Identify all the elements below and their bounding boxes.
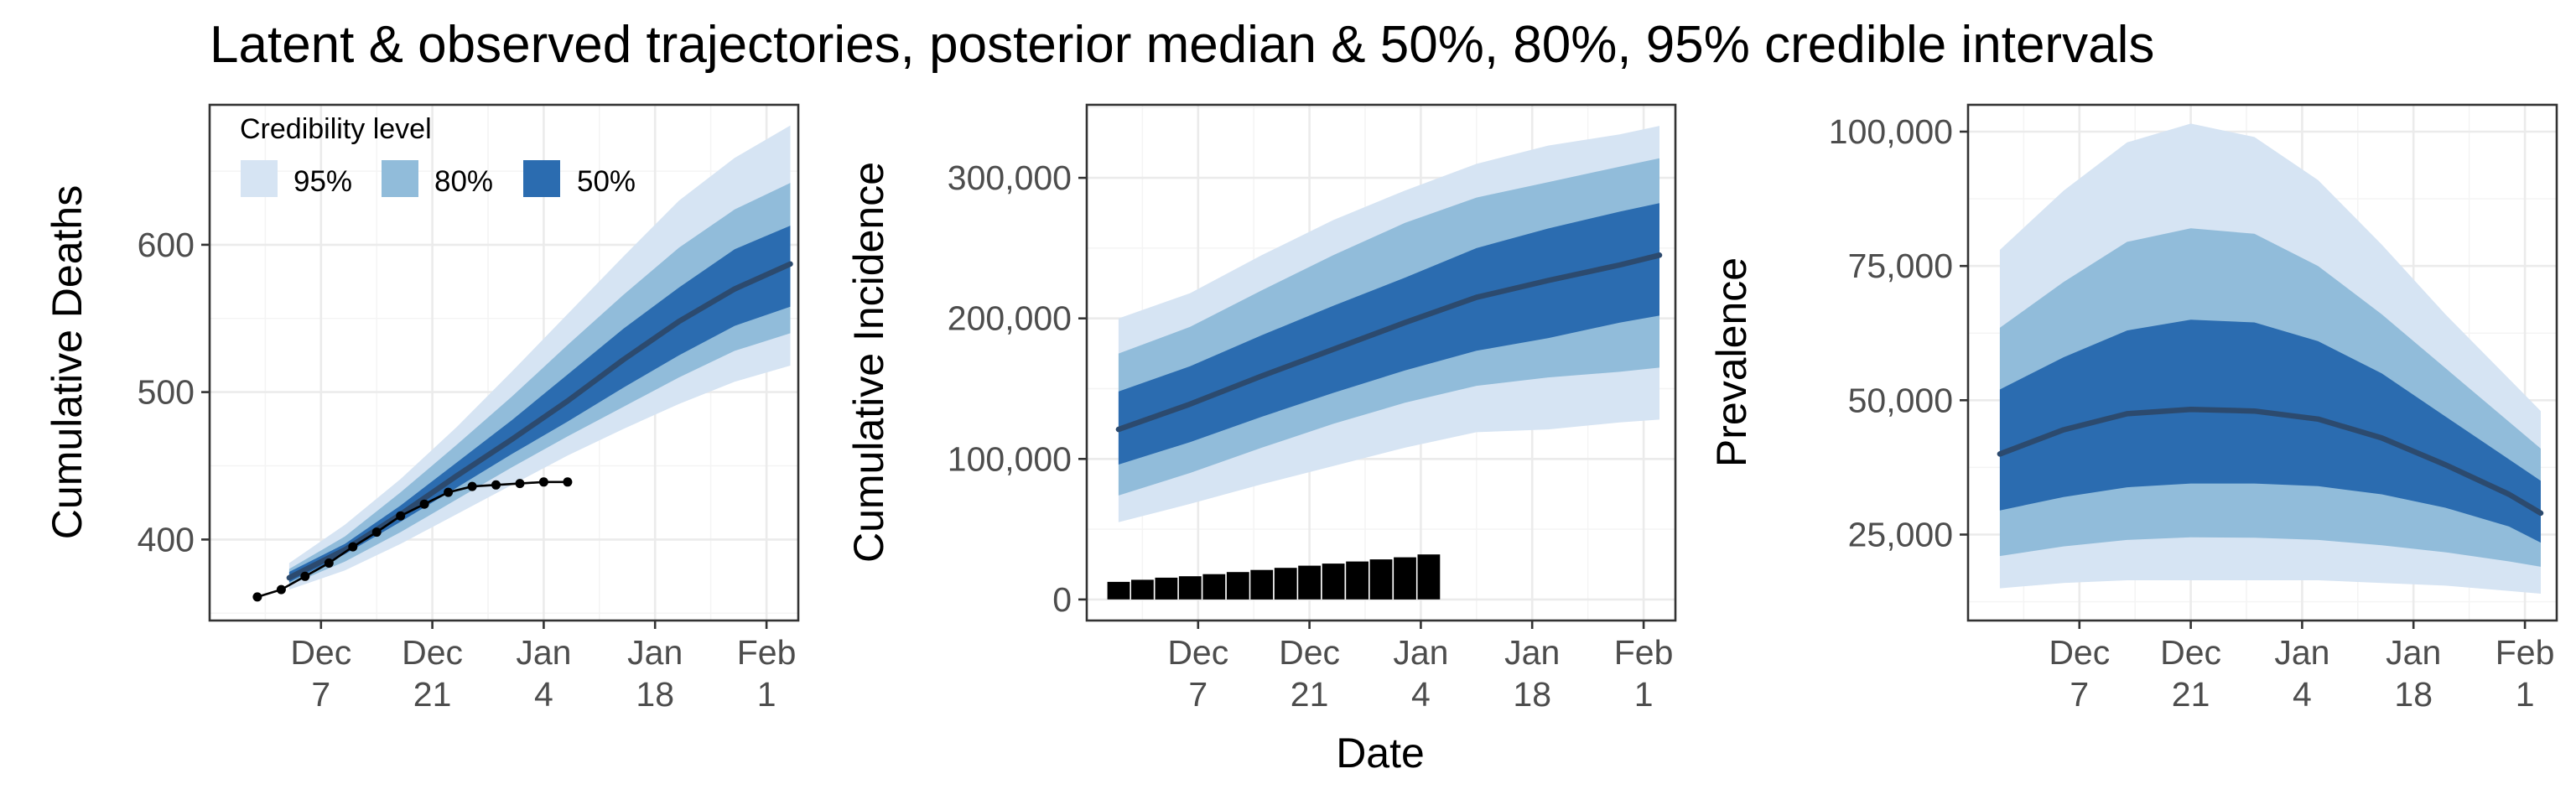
observed-bar xyxy=(1226,572,1249,600)
observed-bar xyxy=(1298,565,1321,600)
x-tick-label: Jan 18 xyxy=(627,633,683,714)
legend-label-95: 95% xyxy=(293,165,352,198)
y-tick-label: 25,000 xyxy=(1848,516,1953,554)
observed-point xyxy=(538,477,548,487)
y-tick-label: 100,000 xyxy=(1829,112,1953,151)
y-tick-label: 200,000 xyxy=(948,299,1072,338)
observed-bar xyxy=(1369,559,1393,600)
observed-point xyxy=(444,487,454,497)
legend-swatch-50 xyxy=(523,160,560,197)
y-axis-label: Cumulative Deaths xyxy=(44,185,91,539)
y-tick-label: 500 xyxy=(138,373,195,412)
observed-bar xyxy=(1178,576,1202,600)
x-tick-label: Feb 1 xyxy=(737,633,797,714)
median-line xyxy=(1997,406,2544,517)
legend-swatch-80 xyxy=(382,160,418,197)
y-tick-label: 600 xyxy=(138,226,195,264)
legend-title: Credibility level xyxy=(240,113,432,145)
observed-point xyxy=(467,481,477,491)
observed-point xyxy=(491,480,501,490)
y-tick-label: 100,000 xyxy=(948,439,1072,478)
x-tick-label: Dec 7 xyxy=(290,633,351,714)
x-tick-label: Dec 21 xyxy=(2160,633,2221,714)
y-axis-label: Prevalence xyxy=(1708,257,1755,467)
observed-point xyxy=(396,511,406,521)
y-tick-label: 50,000 xyxy=(1848,381,1953,419)
x-tick-label: Jan 4 xyxy=(516,633,571,714)
observed-bar xyxy=(1250,569,1274,600)
prevalence-panel: 25,000 50,000 75,000 100,000 Dec 7 Dec 21 Jan 4 Ja… xyxy=(1708,103,2558,714)
x-tick-label: Feb 1 xyxy=(2496,633,2555,714)
observed-bar xyxy=(1394,557,1416,600)
x-tick-label: Jan 4 xyxy=(1393,633,1448,714)
x-tick-label: Dec 7 xyxy=(1167,633,1228,714)
observed-point xyxy=(300,571,310,581)
observed-point xyxy=(563,477,573,487)
x-tick-label: Dec 21 xyxy=(1279,633,1340,714)
observed-bar xyxy=(1131,579,1154,600)
x-tick-label: Dec 7 xyxy=(2049,633,2110,714)
y-tick-label: 0 xyxy=(1052,580,1072,619)
credible-band-50 xyxy=(1118,203,1659,465)
observed-point xyxy=(515,479,525,489)
observed-bar xyxy=(1107,581,1130,600)
observed-bar xyxy=(1346,561,1368,600)
panel-border xyxy=(1966,103,2558,622)
x-tick-label: Jan 18 xyxy=(2386,633,2441,714)
x-tick-label: Jan 4 xyxy=(2274,633,2329,714)
observed-bar xyxy=(1202,574,1226,600)
observed-point xyxy=(419,499,429,509)
credible-band-50 xyxy=(1999,319,2541,543)
observed-point xyxy=(276,584,286,595)
observed-bar xyxy=(1155,577,1178,600)
observed-point xyxy=(252,592,262,602)
observed-point xyxy=(348,542,358,552)
observed-point xyxy=(371,527,382,538)
x-tick-label: Dec 21 xyxy=(402,633,463,714)
y-tick-label: 400 xyxy=(138,520,195,558)
chart-title: Latent & observed trajectories, posterio… xyxy=(210,16,2154,74)
x-tick-label: Feb 1 xyxy=(1614,633,1674,714)
legend-label-50: 50% xyxy=(577,165,636,198)
credible-band-50 xyxy=(288,226,791,583)
credible-band-95 xyxy=(288,125,791,590)
cumulative-deaths-panel: 400 500 600 Dec 7 Dec 21 Jan 4 Jan 18 Feb 1 Cumulati… xyxy=(44,103,800,714)
observed-bar xyxy=(1274,568,1297,600)
median-line xyxy=(1115,252,1663,433)
credible-band-80 xyxy=(288,183,791,585)
observed-point xyxy=(324,558,334,568)
legend: Credibility level 95% 80% 50% xyxy=(240,113,636,198)
y-tick-label: 75,000 xyxy=(1848,247,1953,285)
legend-label-80: 80% xyxy=(434,165,493,198)
y-axis-label: Cumulative Incidence xyxy=(845,162,892,563)
observed-bar xyxy=(1417,554,1441,600)
x-tick-label: Jan 18 xyxy=(1504,633,1560,714)
cumulative-incidence-panel: 0 100,000 200,000 300,000 Dec 7 Dec 21 Jan 4 Jan 18… xyxy=(845,103,1677,714)
panel-border xyxy=(1085,103,1677,622)
legend-swatch-95 xyxy=(241,160,278,197)
observed-bar xyxy=(1322,564,1345,600)
x-axis-label: Date xyxy=(1336,730,1425,776)
y-tick-label: 300,000 xyxy=(948,158,1072,197)
panel-border xyxy=(208,103,800,622)
